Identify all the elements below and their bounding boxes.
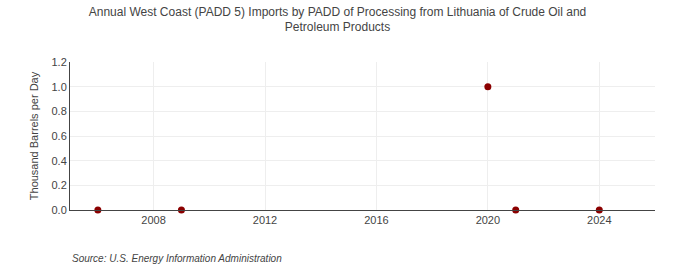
svg-text:2016: 2016 xyxy=(364,214,388,226)
svg-text:0.6: 0.6 xyxy=(52,130,67,142)
svg-text:Thousand Barrels per Day: Thousand Barrels per Day xyxy=(28,71,40,200)
svg-text:Source: U.S. Energy Informatio: Source: U.S. Energy Information Administ… xyxy=(72,253,282,264)
svg-text:2024: 2024 xyxy=(587,214,611,226)
svg-text:2008: 2008 xyxy=(141,214,165,226)
svg-text:Annual West Coast (PADD 5) Imp: Annual West Coast (PADD 5) Imports by PA… xyxy=(89,5,587,35)
svg-text:2020: 2020 xyxy=(476,214,500,226)
svg-text:0.0: 0.0 xyxy=(52,204,67,216)
svg-text:0.8: 0.8 xyxy=(52,105,67,117)
svg-text:0.4: 0.4 xyxy=(52,155,67,167)
svg-text:1.0: 1.0 xyxy=(52,81,67,93)
svg-text:0.2: 0.2 xyxy=(52,179,67,191)
svg-text:1.2: 1.2 xyxy=(52,56,67,68)
svg-text:2012: 2012 xyxy=(253,214,277,226)
